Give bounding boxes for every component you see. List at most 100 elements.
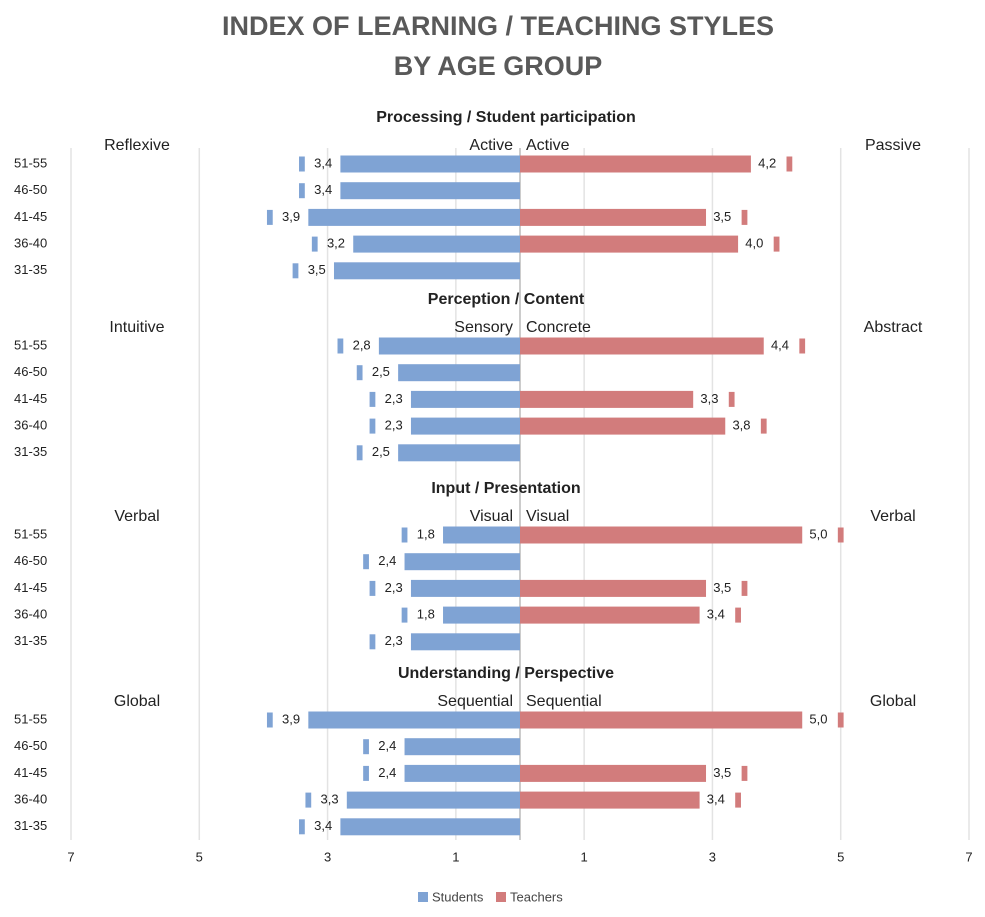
data-label: 3,5	[308, 262, 326, 277]
bar	[308, 711, 520, 729]
center-label: Sequential	[526, 693, 602, 710]
data-label: 4,2	[758, 155, 776, 170]
data-label: 2,3	[385, 418, 403, 433]
category-label: 51-55	[14, 711, 47, 726]
bar-end-marker	[337, 338, 344, 354]
bar	[520, 606, 700, 624]
category-label: 41-45	[14, 580, 47, 595]
bar	[520, 155, 751, 173]
bar	[340, 182, 520, 200]
pole-label: Passive	[865, 137, 921, 154]
bar-end-marker	[266, 712, 273, 728]
data-label: 1,8	[417, 607, 435, 622]
bar	[340, 818, 520, 836]
bar-end-marker	[401, 607, 408, 623]
data-label: 3,3	[700, 391, 718, 406]
data-label: 3,5	[713, 580, 731, 595]
chart-title: BY AGE GROUP	[394, 51, 603, 81]
bar	[410, 417, 520, 435]
bar-end-marker	[363, 765, 369, 781]
data-label: 2,3	[385, 633, 403, 648]
bar-end-marker	[741, 765, 748, 781]
center-label: Concrete	[526, 319, 591, 336]
bar-end-marker	[369, 580, 376, 596]
bar-end-marker	[401, 527, 408, 543]
pole-label: Global	[114, 693, 160, 710]
chart-title: INDEX OF LEARNING / TEACHING STYLES	[222, 11, 774, 41]
bar-end-marker	[363, 554, 369, 570]
data-label: 5,0	[809, 526, 827, 541]
data-label: 2,3	[385, 580, 403, 595]
bar-end-marker	[369, 391, 376, 407]
data-label: 2,8	[353, 337, 371, 352]
category-label: 36-40	[14, 792, 47, 807]
pole-label: Abstract	[864, 319, 923, 336]
x-tick-label: 1	[581, 849, 588, 864]
bar	[520, 526, 803, 544]
category-label: 51-55	[14, 337, 47, 352]
bar-end-marker	[728, 391, 735, 407]
data-label: 4,4	[771, 337, 789, 352]
bar	[520, 417, 726, 435]
bar	[378, 337, 520, 355]
bar-end-marker	[363, 739, 369, 755]
bar	[340, 155, 520, 173]
category-label: 31-35	[14, 262, 47, 277]
x-tick-label: 3	[324, 849, 331, 864]
category-label: 51-55	[14, 155, 47, 170]
data-label: 2,5	[372, 364, 390, 379]
x-tick-label: 5	[837, 849, 844, 864]
bar	[404, 738, 520, 756]
bar-end-marker	[311, 236, 318, 252]
data-label: 3,2	[327, 236, 345, 251]
data-label: 3,4	[314, 182, 332, 197]
x-tick-label: 7	[67, 849, 74, 864]
bar	[308, 208, 520, 226]
data-label: 3,8	[732, 418, 750, 433]
data-label: 1,8	[417, 526, 435, 541]
bar	[520, 390, 694, 408]
bar-end-marker	[799, 338, 806, 354]
bar	[520, 235, 739, 253]
bar	[520, 711, 803, 729]
category-label: 46-50	[14, 364, 47, 379]
bar	[410, 390, 520, 408]
category-label: 31-35	[14, 633, 47, 648]
bar-end-marker	[305, 792, 312, 808]
data-label: 5,0	[809, 711, 827, 726]
center-label: Sensory	[454, 319, 513, 336]
bar	[410, 633, 520, 651]
data-label: 2,3	[385, 391, 403, 406]
panel-title: Input / Presentation	[431, 480, 580, 497]
bar-end-marker	[299, 156, 305, 172]
bar-end-marker	[299, 183, 305, 199]
bar-end-marker	[760, 418, 767, 434]
data-label: 2,4	[378, 765, 396, 780]
category-label: 41-45	[14, 209, 47, 224]
bar	[404, 553, 520, 571]
bar-end-marker	[292, 263, 299, 279]
bar-end-marker	[299, 819, 305, 835]
bar	[520, 337, 764, 355]
bar	[410, 579, 520, 597]
bar	[346, 791, 520, 809]
bar-end-marker	[735, 607, 741, 623]
pole-label: Intuitive	[109, 319, 164, 336]
bar-end-marker	[356, 365, 363, 381]
bar-end-marker	[735, 792, 741, 808]
category-label: 46-50	[14, 553, 47, 568]
center-label: Active	[469, 137, 513, 154]
data-label: 3,4	[707, 607, 725, 622]
x-tick-label: 5	[196, 849, 203, 864]
pole-label: Verbal	[114, 508, 159, 525]
data-label: 3,4	[707, 792, 725, 807]
bar-end-marker	[369, 418, 376, 434]
data-label: 3,3	[321, 792, 339, 807]
bar-end-marker	[837, 527, 844, 543]
bar	[520, 208, 707, 226]
legend-swatch	[418, 892, 428, 902]
category-label: 31-35	[14, 444, 47, 459]
data-label: 3,4	[314, 155, 332, 170]
panel-title: Perception / Content	[428, 291, 585, 308]
